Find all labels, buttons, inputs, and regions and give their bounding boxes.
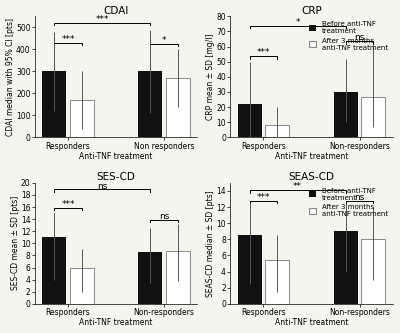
Text: ***: ***	[257, 193, 270, 202]
Text: ***: ***	[96, 15, 109, 24]
Title: CDAI: CDAI	[104, 6, 129, 16]
Title: SES-CD: SES-CD	[97, 172, 136, 182]
Text: ***: ***	[61, 200, 75, 209]
Bar	[266, 125, 290, 138]
Text: ns: ns	[97, 182, 107, 191]
Text: **: **	[293, 182, 302, 191]
Bar	[238, 235, 262, 304]
X-axis label: Anti-TNF treatment: Anti-TNF treatment	[275, 318, 348, 327]
Text: ns: ns	[159, 212, 169, 221]
Text: *: *	[295, 18, 300, 27]
Y-axis label: CRP mean ± SD [mg/l]: CRP mean ± SD [mg/l]	[206, 34, 215, 120]
Text: *: *	[162, 36, 166, 45]
Bar	[166, 251, 190, 304]
X-axis label: Anti-TNF treatment: Anti-TNF treatment	[275, 152, 348, 161]
Bar	[238, 104, 262, 138]
Bar	[70, 268, 94, 304]
Bar	[138, 252, 162, 304]
Text: ns: ns	[354, 193, 365, 202]
Text: ns: ns	[354, 33, 365, 42]
Text: ***: ***	[257, 49, 270, 58]
Bar	[362, 239, 386, 304]
Bar	[42, 237, 66, 304]
Legend: Before anti-TNF
treatment, After 3 months
anti-TNF treatment: Before anti-TNF treatment, After 3 month…	[308, 20, 389, 52]
Y-axis label: CDAI median with 95% CI [pts]: CDAI median with 95% CI [pts]	[6, 18, 14, 136]
Title: CRP: CRP	[301, 6, 322, 16]
Title: SEAS-CD: SEAS-CD	[288, 172, 334, 182]
Y-axis label: SEAS-CD median ± SD [pts]: SEAS-CD median ± SD [pts]	[206, 190, 215, 297]
X-axis label: Anti-TNF treatment: Anti-TNF treatment	[80, 318, 153, 327]
Y-axis label: SES-CD mean ± SD [pts]: SES-CD mean ± SD [pts]	[10, 196, 20, 290]
Bar	[70, 100, 94, 138]
Bar	[334, 92, 358, 138]
Bar	[166, 78, 190, 138]
Text: ***: ***	[61, 35, 75, 44]
Bar	[334, 231, 358, 304]
Bar	[138, 71, 162, 138]
Legend: Before anti-TNF
treatment, After 3 months
anti-TNF treatment: Before anti-TNF treatment, After 3 month…	[308, 186, 389, 218]
X-axis label: Anti-TNF treatment: Anti-TNF treatment	[80, 152, 153, 161]
Bar	[266, 259, 290, 304]
Bar	[42, 71, 66, 138]
Bar	[362, 97, 386, 138]
